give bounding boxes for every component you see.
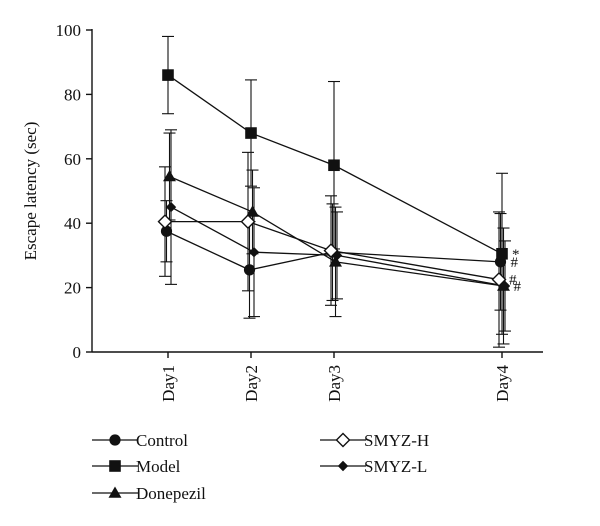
data-point-smyz-l (165, 201, 177, 213)
series-line-model (167, 74, 503, 255)
y-tick-label: 80 (64, 85, 81, 104)
legend-label-model: Model (136, 457, 181, 476)
data-point-smyz-h (491, 272, 507, 288)
y-axis-title: Escape latency (sec) (21, 122, 40, 261)
legend-marker-donepezil (108, 486, 122, 498)
data-point-control (243, 264, 256, 276)
y-tick-label: 0 (73, 343, 82, 362)
significance-mark: # (509, 273, 517, 289)
legend: Control Model Donepezil SMYZ-H SMYZ-L (92, 431, 429, 503)
series-line-control (166, 230, 501, 271)
data-point-smyz-l (331, 250, 343, 261)
data-point-donepezil (246, 205, 259, 217)
series-line-smyz-l (170, 206, 506, 287)
series-markers (157, 69, 511, 292)
data-point-smyz-l (499, 280, 511, 292)
y-tick-label: 40 (64, 214, 81, 233)
data-point-smyz-l (248, 246, 260, 258)
x-tick-label-day2: Day2 (242, 365, 261, 402)
data-point-smyz-h (240, 214, 256, 230)
data-point-donepezil (329, 255, 342, 267)
y-tick-label: 100 (56, 21, 82, 40)
x-tick-label-day3: Day3 (325, 365, 344, 402)
y-tick-label: 60 (64, 150, 81, 169)
legend-marker-control (109, 434, 121, 446)
significance-mark: * (512, 247, 520, 263)
data-point-model (328, 159, 340, 172)
significance-mark: # (514, 279, 522, 295)
data-point-donepezil (163, 170, 176, 182)
data-point-smyz-h (157, 214, 173, 230)
legend-label-control: Control (136, 431, 188, 450)
significance-mark: # (511, 255, 519, 271)
legend-marker-smyz-h (335, 432, 351, 448)
error-bars (159, 35, 511, 348)
series-line-smyz-h (165, 220, 500, 281)
x-tick-label-day1: Day1 (159, 365, 178, 402)
axes: 0 20 40 60 80 100 Day1 Day2 Day3 Day4 (56, 21, 543, 402)
data-point-control (160, 225, 173, 237)
y-tick-label: 20 (64, 279, 81, 298)
data-point-model (496, 247, 508, 260)
legend-label-smyz-h: SMYZ-H (364, 431, 429, 450)
significance-annotations: *### (509, 247, 522, 295)
x-tick-label-day4: Day4 (493, 365, 512, 402)
legend-marker-model (109, 460, 121, 472)
data-point-model (245, 127, 257, 139)
legend-label-smyz-l: SMYZ-L (364, 457, 427, 476)
legend-label-donepezil: Donepezil (136, 484, 206, 503)
series-line-donepezil (169, 175, 504, 287)
series-lines (165, 74, 506, 287)
legend-marker-smyz-l (337, 460, 349, 472)
data-point-model (162, 69, 174, 81)
